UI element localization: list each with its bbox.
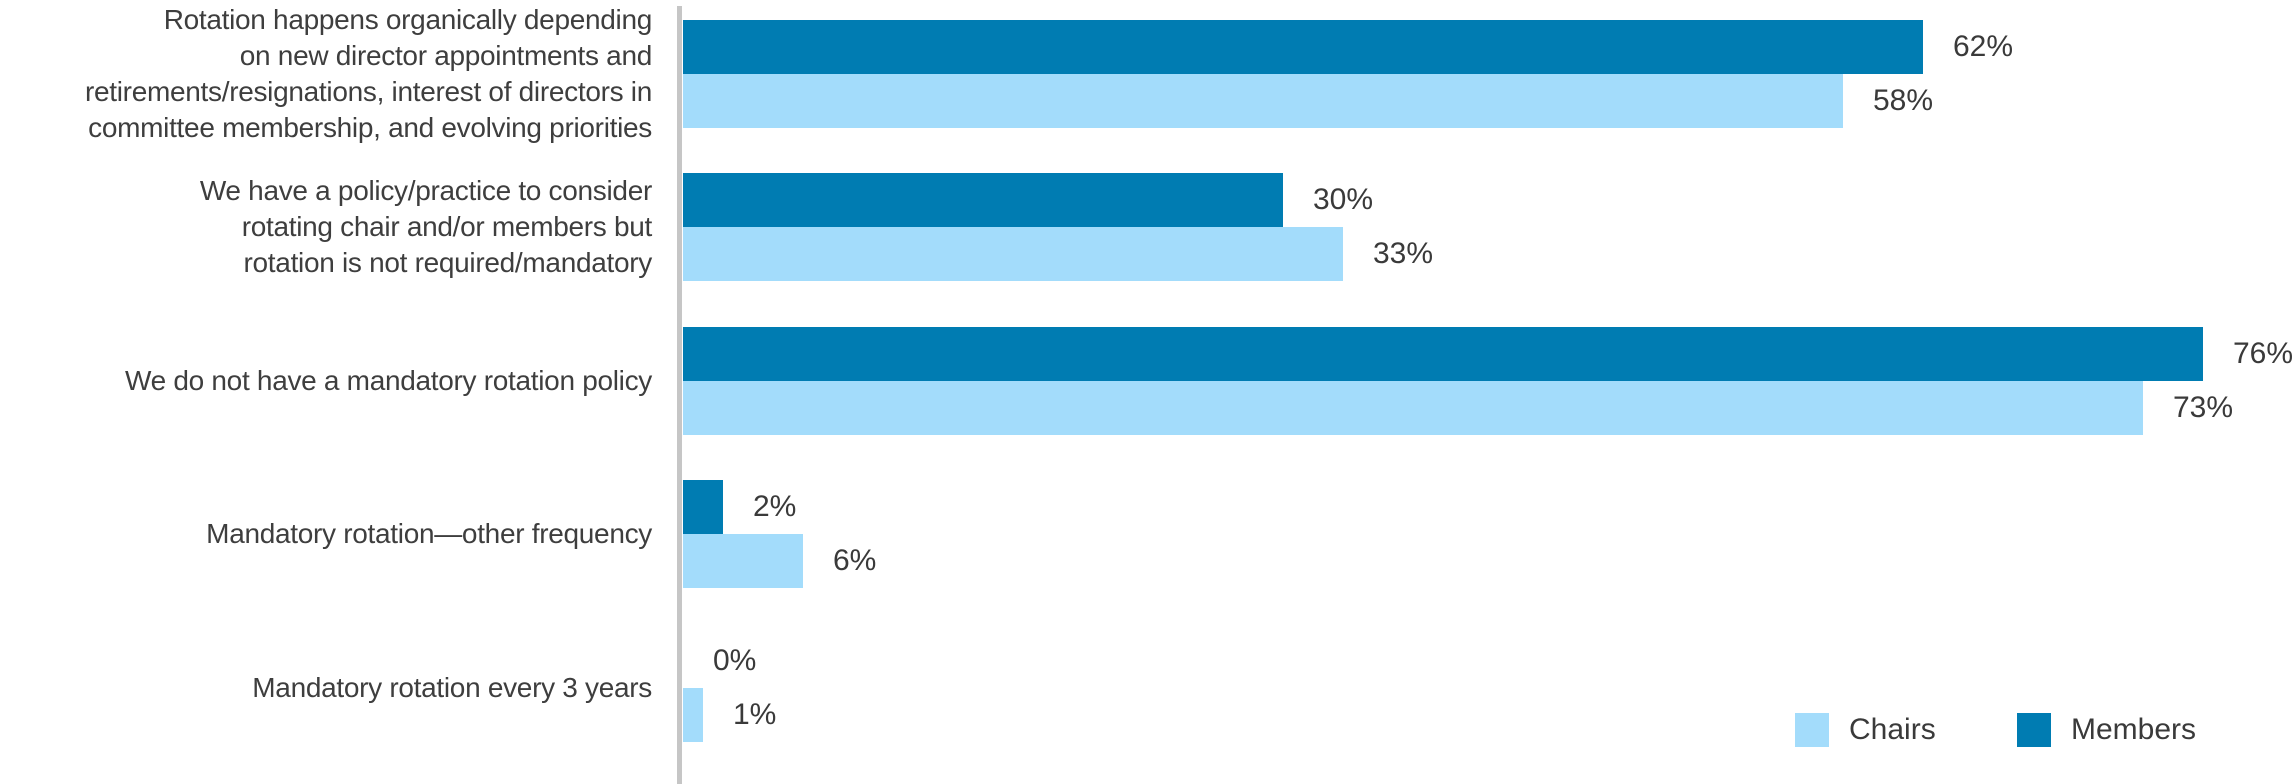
category-row: Rotation happens organically depending o… — [0, 4, 2296, 143]
chairs-bar — [683, 74, 1843, 128]
chairs-value-label: 73% — [2173, 391, 2234, 424]
legend: Chairs Members — [0, 712, 2296, 748]
chairs-value-label: 58% — [1873, 84, 1934, 117]
members-legend-label: Members — [2071, 713, 2197, 746]
members-bar — [683, 20, 1923, 74]
category-label: We do not have a mandatory rotation poli… — [125, 365, 652, 396]
members-swatch-icon — [2017, 713, 2051, 747]
category-row: Mandatory rotation—other frequency 2% 6% — [0, 480, 2296, 588]
members-bar — [683, 173, 1283, 227]
members-value-label: 30% — [1313, 183, 1374, 216]
members-value-label: 2% — [753, 490, 797, 523]
members-value-label: 0% — [713, 644, 757, 677]
chairs-bar — [683, 227, 1343, 281]
legend-item-chairs: Chairs — [1795, 712, 1936, 748]
category-row: Mandatory rotation every 3 years 0% 1% — [0, 634, 2296, 742]
category-label: Mandatory rotation—other frequency — [206, 518, 652, 549]
chairs-bar — [683, 688, 703, 742]
members-bar — [683, 480, 723, 534]
chairs-bar — [683, 534, 803, 588]
members-bar — [683, 327, 2203, 381]
chairs-value-label: 1% — [733, 698, 777, 731]
chairs-value-label: 6% — [833, 544, 877, 577]
chairs-bar — [683, 381, 2143, 435]
chairs-legend-label: Chairs — [1849, 713, 1936, 746]
chairs-swatch-icon — [1795, 713, 1829, 747]
category-label: We have a policy/practice to consider ro… — [199, 175, 652, 278]
chairs-value-label: 33% — [1373, 237, 1434, 270]
members-value-label: 76% — [2233, 337, 2294, 370]
category-row: We have a policy/practice to consider ro… — [0, 173, 2296, 281]
y-axis-line — [677, 6, 682, 784]
category-label: Mandatory rotation every 3 years — [252, 672, 652, 703]
members-value-label: 62% — [1953, 30, 2014, 63]
legend-item-members: Members — [2017, 712, 2196, 748]
category-label: Rotation happens organically depending o… — [84, 4, 652, 143]
category-row: We do not have a mandatory rotation poli… — [0, 327, 2296, 435]
